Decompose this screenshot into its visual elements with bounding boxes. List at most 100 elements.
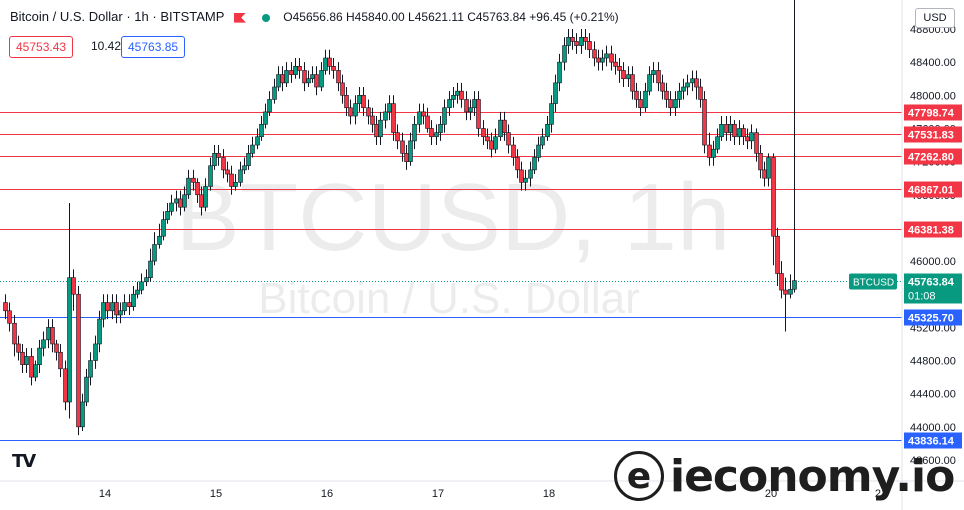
interval-label[interactable]: 1h: [134, 9, 149, 24]
tradingview-logo[interactable]: TV: [12, 451, 36, 472]
chart-header: Bitcoin / U.S. Dollar · 1h · BITSTAMP O4…: [10, 9, 619, 24]
y-tick-label: 44800.00: [910, 356, 956, 368]
candle-body: [412, 124, 417, 142]
candle-body: [336, 70, 341, 84]
candle-body: [114, 302, 119, 316]
candle-body: [88, 360, 93, 378]
candle-body: [293, 65, 298, 75]
candle-body: [110, 302, 115, 312]
candle-body: [442, 107, 447, 125]
candle-body: [638, 99, 643, 109]
candle-body: [724, 124, 729, 133]
candle-body: [84, 376, 89, 403]
exchange-label: BITSTAMP: [160, 9, 225, 24]
candle-body: [472, 99, 477, 109]
candle-body: [557, 61, 562, 84]
candle-body: [178, 198, 183, 208]
candle-body: [698, 86, 703, 100]
flag-icon[interactable]: [234, 12, 247, 23]
level-labels: 47798.74 47531.83 47262.80 46867.01 46381.38…: [849, 104, 962, 449]
y-tick-label: 44400.00: [910, 389, 956, 401]
candle-body: [195, 182, 200, 196]
candle-body: [741, 128, 746, 138]
candle-body: [545, 124, 550, 138]
candle-body: [208, 165, 213, 187]
buy-price-button[interactable]: 45763.85: [121, 36, 186, 58]
level-price-label: 45325.70: [908, 313, 954, 325]
candle-body: [421, 111, 426, 117]
candle-body: [289, 70, 294, 75]
candle-body: [771, 157, 776, 237]
candle-body: [152, 244, 157, 262]
description-watermark: Bitcoin / U.S. Dollar: [258, 274, 639, 323]
candle-body: [361, 95, 366, 109]
currency-button[interactable]: USD: [915, 8, 955, 28]
candle-body: [203, 186, 208, 208]
candle-body: [476, 99, 481, 129]
candle-body: [284, 70, 289, 84]
brand-logo-icon: e: [614, 451, 664, 501]
candle-body: [29, 356, 34, 378]
candle-body: [246, 153, 251, 167]
candle-body: [7, 310, 12, 324]
candle-body: [280, 74, 285, 84]
candle-body: [58, 351, 63, 370]
candle-body: [647, 74, 652, 92]
candle-body: [186, 177, 191, 196]
candle-body: [391, 103, 396, 133]
sell-price-button[interactable]: 45753.43: [9, 36, 74, 58]
candle-body: [93, 343, 98, 361]
candle-body: [788, 288, 793, 295]
candle-body: [515, 157, 520, 171]
y-tick-label: 48000.00: [910, 90, 956, 102]
candle-body: [12, 322, 17, 345]
level-price-label: 46381.38: [908, 225, 954, 237]
level-price-label: 47262.80: [908, 152, 954, 164]
candle-body: [643, 90, 648, 109]
candle-body: [302, 70, 307, 84]
time-axis[interactable]: 14 15 16 17 18 20 21: [0, 480, 964, 500]
candle-body: [566, 36, 571, 46]
symbol-name[interactable]: Bitcoin / U.S. Dollar: [10, 9, 123, 24]
candle-body: [519, 169, 524, 183]
level-price-tag: [904, 221, 962, 238]
candle-body: [758, 153, 763, 171]
candle-body: [506, 132, 511, 146]
candle-body: [63, 368, 68, 403]
candle-body: [694, 78, 699, 88]
candle-body: [719, 124, 724, 138]
brand-name: ieconomy.io: [670, 450, 955, 502]
candle-body: [357, 95, 362, 104]
candle-body: [165, 211, 170, 220]
candle-body: [404, 153, 409, 162]
level-price-label: 46867.01: [908, 185, 954, 197]
candle-body: [425, 115, 430, 129]
candle-body: [587, 41, 592, 51]
candle-body: [549, 103, 554, 125]
candle-body: [395, 132, 400, 142]
candle-body: [255, 136, 260, 146]
candle-body: [408, 140, 413, 162]
candle-body: [677, 90, 682, 100]
candle-body: [528, 169, 533, 179]
candle-body: [327, 57, 332, 67]
candle-body: [447, 99, 452, 109]
candle-body: [562, 45, 567, 63]
candle-body: [105, 302, 110, 312]
candle-body: [242, 165, 247, 171]
candle-body: [779, 273, 784, 291]
candle-body: [50, 327, 55, 345]
x-tick-label: 20: [765, 488, 777, 500]
spread-value: 10.42: [85, 36, 128, 56]
candle-body: [378, 119, 383, 138]
candle-body: [434, 132, 439, 138]
candle-body: [76, 293, 81, 428]
candle-body: [745, 136, 750, 142]
last-price-label: 45763.84: [908, 277, 955, 289]
candle-body: [668, 99, 673, 109]
candle-body: [340, 82, 345, 96]
candle-body: [481, 128, 486, 138]
candle-body: [540, 136, 545, 146]
